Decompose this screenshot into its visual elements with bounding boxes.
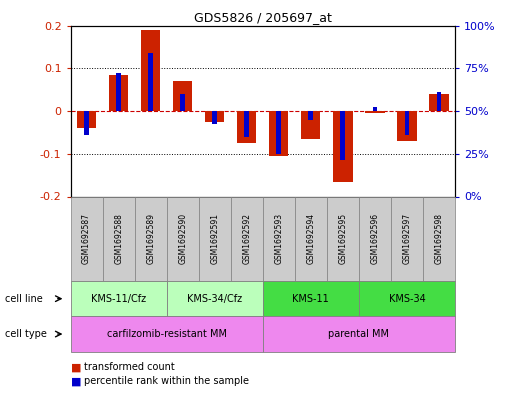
Title: GDS5826 / 205697_at: GDS5826 / 205697_at (194, 11, 332, 24)
Text: carfilzomib-resistant MM: carfilzomib-resistant MM (107, 329, 226, 339)
Bar (141, 30, 160, 111)
Text: transformed count: transformed count (84, 362, 175, 373)
Text: GSM1692597: GSM1692597 (403, 213, 412, 264)
Text: parental MM: parental MM (328, 329, 390, 339)
Text: ■: ■ (71, 362, 81, 373)
Text: GSM1692598: GSM1692598 (435, 213, 444, 264)
Text: KMS-34: KMS-34 (389, 294, 425, 304)
Text: cell line: cell line (5, 294, 43, 304)
Bar (429, 94, 449, 111)
Text: GSM1692589: GSM1692589 (146, 213, 155, 264)
Text: GSM1692595: GSM1692595 (338, 213, 347, 264)
Bar (84, 111, 89, 134)
Bar (333, 111, 353, 182)
Bar (365, 111, 384, 113)
Bar (77, 111, 96, 128)
Bar (212, 111, 217, 124)
Bar (301, 111, 321, 139)
Bar (309, 111, 313, 119)
Text: GSM1692591: GSM1692591 (210, 213, 219, 264)
Bar (405, 111, 410, 134)
Text: GSM1692590: GSM1692590 (178, 213, 187, 264)
Text: KMS-11/Cfz: KMS-11/Cfz (91, 294, 146, 304)
Text: KMS-11: KMS-11 (292, 294, 329, 304)
Text: cell type: cell type (5, 329, 47, 339)
Bar (173, 81, 192, 111)
Text: GSM1692594: GSM1692594 (306, 213, 315, 264)
Text: ■: ■ (71, 376, 81, 386)
Bar (116, 73, 121, 111)
Bar (277, 111, 281, 154)
Bar (149, 53, 153, 111)
Bar (180, 94, 185, 111)
Bar (372, 107, 377, 111)
Bar (437, 92, 441, 111)
Text: GSM1692592: GSM1692592 (242, 213, 251, 264)
Bar (237, 111, 256, 143)
Bar (244, 111, 249, 137)
Text: percentile rank within the sample: percentile rank within the sample (84, 376, 248, 386)
Text: GSM1692587: GSM1692587 (82, 213, 91, 264)
Text: GSM1692593: GSM1692593 (275, 213, 283, 264)
Text: KMS-34/Cfz: KMS-34/Cfz (187, 294, 242, 304)
Bar (340, 111, 345, 160)
Text: GSM1692596: GSM1692596 (370, 213, 379, 264)
Bar (109, 75, 128, 111)
Bar (397, 111, 416, 141)
Text: GSM1692588: GSM1692588 (114, 213, 123, 264)
Bar (205, 111, 224, 122)
Bar (269, 111, 288, 156)
